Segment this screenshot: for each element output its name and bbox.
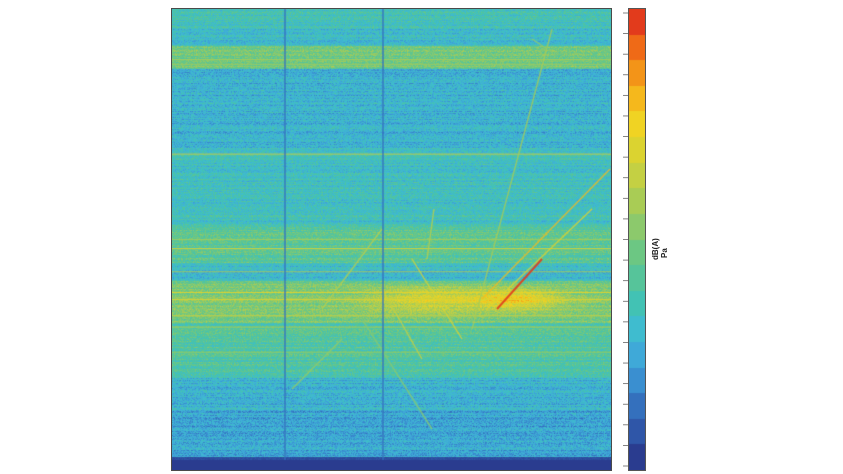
- colorbar: [628, 8, 646, 471]
- colorbar-ticks: [623, 12, 628, 467]
- colorbar-sub-label: Pa: [660, 248, 669, 258]
- colorbar-gradient: [629, 9, 645, 470]
- colorbar-label: dB(A) Pa: [646, 218, 669, 260]
- spectrogram-heatmap: [172, 9, 611, 470]
- colorbar-unit-label: dB(A): [651, 238, 660, 260]
- spectrogram-plot-area: [171, 8, 612, 471]
